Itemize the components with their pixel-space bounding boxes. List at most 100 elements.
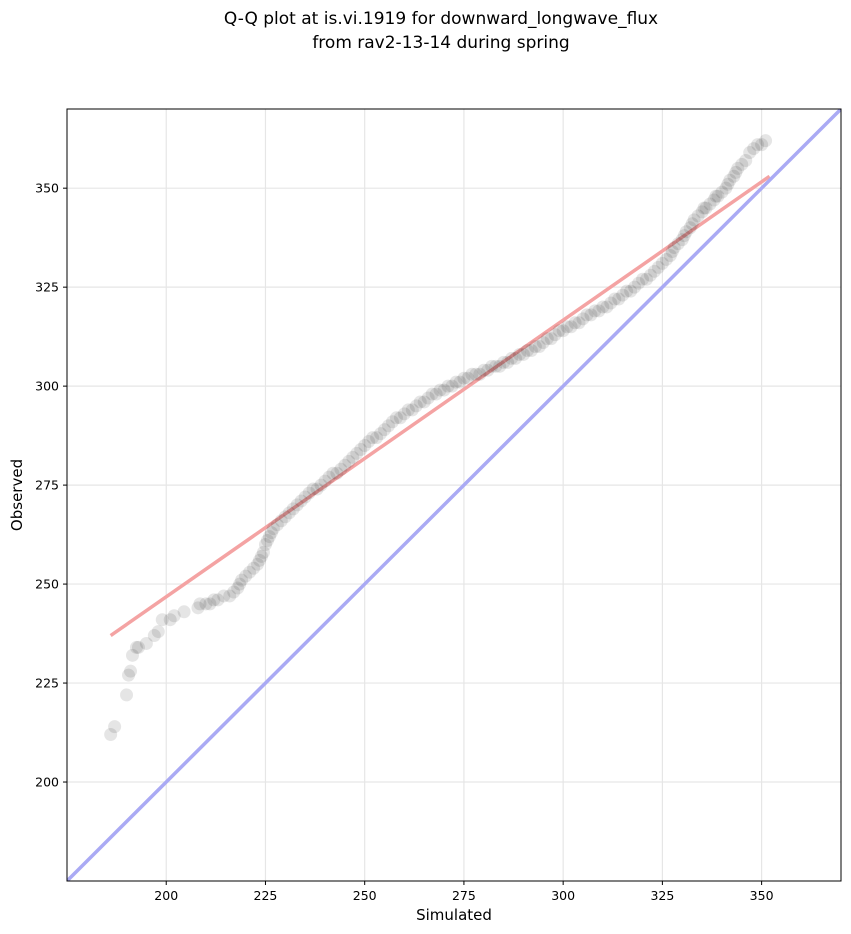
data-point bbox=[354, 442, 368, 456]
data-point bbox=[588, 304, 602, 318]
data-point bbox=[632, 276, 646, 290]
x-axis-ticks: 200 225 250 275 300 325 350 bbox=[154, 881, 774, 903]
data-point bbox=[374, 427, 388, 441]
data-point bbox=[540, 332, 554, 346]
data-point bbox=[393, 411, 407, 425]
data-point bbox=[512, 347, 526, 361]
data-point bbox=[358, 439, 372, 453]
fit-line bbox=[109, 174, 771, 637]
data-point bbox=[139, 636, 153, 650]
data-point bbox=[243, 565, 257, 579]
data-points bbox=[104, 134, 773, 742]
data-point bbox=[683, 221, 697, 235]
identity-line bbox=[67, 109, 841, 881]
data-point bbox=[465, 367, 479, 381]
data-point bbox=[350, 446, 364, 460]
data-point bbox=[663, 248, 677, 262]
data-point bbox=[233, 577, 247, 591]
data-point bbox=[441, 379, 455, 393]
data-point bbox=[378, 423, 392, 437]
data-point bbox=[370, 431, 384, 445]
data-point bbox=[560, 320, 574, 334]
data-point bbox=[453, 375, 467, 389]
data-point bbox=[532, 340, 546, 354]
x-tick-label: 350 bbox=[750, 888, 774, 903]
data-point bbox=[457, 371, 471, 385]
data-point bbox=[405, 403, 419, 417]
data-point bbox=[253, 553, 267, 567]
data-point bbox=[429, 387, 443, 401]
data-point bbox=[286, 502, 300, 516]
data-point bbox=[751, 138, 765, 152]
data-point bbox=[318, 474, 332, 488]
data-point bbox=[274, 514, 288, 528]
data-point bbox=[177, 605, 191, 619]
data-point bbox=[497, 355, 511, 369]
data-point bbox=[326, 466, 340, 480]
data-point bbox=[604, 296, 618, 310]
data-point bbox=[743, 146, 757, 160]
data-point bbox=[481, 363, 495, 377]
data-point bbox=[707, 193, 721, 207]
data-point bbox=[556, 324, 570, 338]
data-point bbox=[636, 272, 650, 286]
data-point bbox=[640, 272, 654, 286]
data-point bbox=[389, 411, 403, 425]
data-point bbox=[239, 569, 253, 583]
data-point bbox=[461, 371, 475, 385]
data-point bbox=[665, 245, 679, 259]
data-point bbox=[691, 209, 705, 223]
data-point bbox=[747, 142, 761, 156]
data-point bbox=[235, 573, 249, 587]
data-point bbox=[655, 256, 669, 270]
chart-title-line2: from rav2-13-14 during spring bbox=[312, 33, 569, 53]
data-point bbox=[592, 304, 606, 318]
data-point bbox=[449, 375, 463, 389]
data-point bbox=[620, 284, 634, 298]
data-point bbox=[715, 185, 729, 199]
data-point bbox=[409, 399, 423, 413]
data-point bbox=[397, 407, 411, 421]
data-point bbox=[306, 482, 320, 496]
data-point bbox=[125, 648, 139, 662]
data-point bbox=[294, 494, 308, 508]
data-point bbox=[437, 383, 451, 397]
data-point bbox=[501, 355, 515, 369]
x-tick-label: 200 bbox=[154, 888, 178, 903]
data-point bbox=[231, 581, 245, 595]
data-point bbox=[699, 201, 713, 215]
data-point bbox=[505, 351, 519, 365]
data-point bbox=[709, 189, 723, 203]
data-point bbox=[322, 470, 336, 484]
data-point bbox=[473, 367, 487, 381]
data-point bbox=[385, 415, 399, 429]
data-point bbox=[544, 332, 558, 346]
data-point bbox=[217, 589, 231, 603]
data-point bbox=[667, 241, 681, 255]
data-point bbox=[580, 308, 594, 322]
data-point bbox=[425, 387, 439, 401]
data-point bbox=[282, 506, 296, 520]
data-point bbox=[485, 359, 499, 373]
data-point bbox=[120, 688, 134, 702]
data-point bbox=[124, 664, 138, 678]
data-point bbox=[417, 395, 431, 409]
plot-frame bbox=[66, 108, 842, 882]
x-tick-label: 325 bbox=[650, 888, 674, 903]
data-point bbox=[167, 609, 181, 623]
data-point bbox=[203, 597, 217, 611]
data-point bbox=[739, 153, 753, 167]
data-point bbox=[147, 629, 161, 643]
grid-lines bbox=[67, 109, 841, 881]
data-point bbox=[695, 205, 709, 219]
data-point bbox=[346, 450, 360, 464]
data-point bbox=[155, 613, 169, 627]
data-point bbox=[302, 486, 316, 500]
data-point bbox=[612, 292, 626, 306]
data-point bbox=[290, 498, 304, 512]
data-point bbox=[719, 181, 733, 195]
y-axis-label: Observed bbox=[8, 459, 26, 531]
data-point bbox=[401, 403, 415, 417]
data-point bbox=[310, 482, 324, 496]
